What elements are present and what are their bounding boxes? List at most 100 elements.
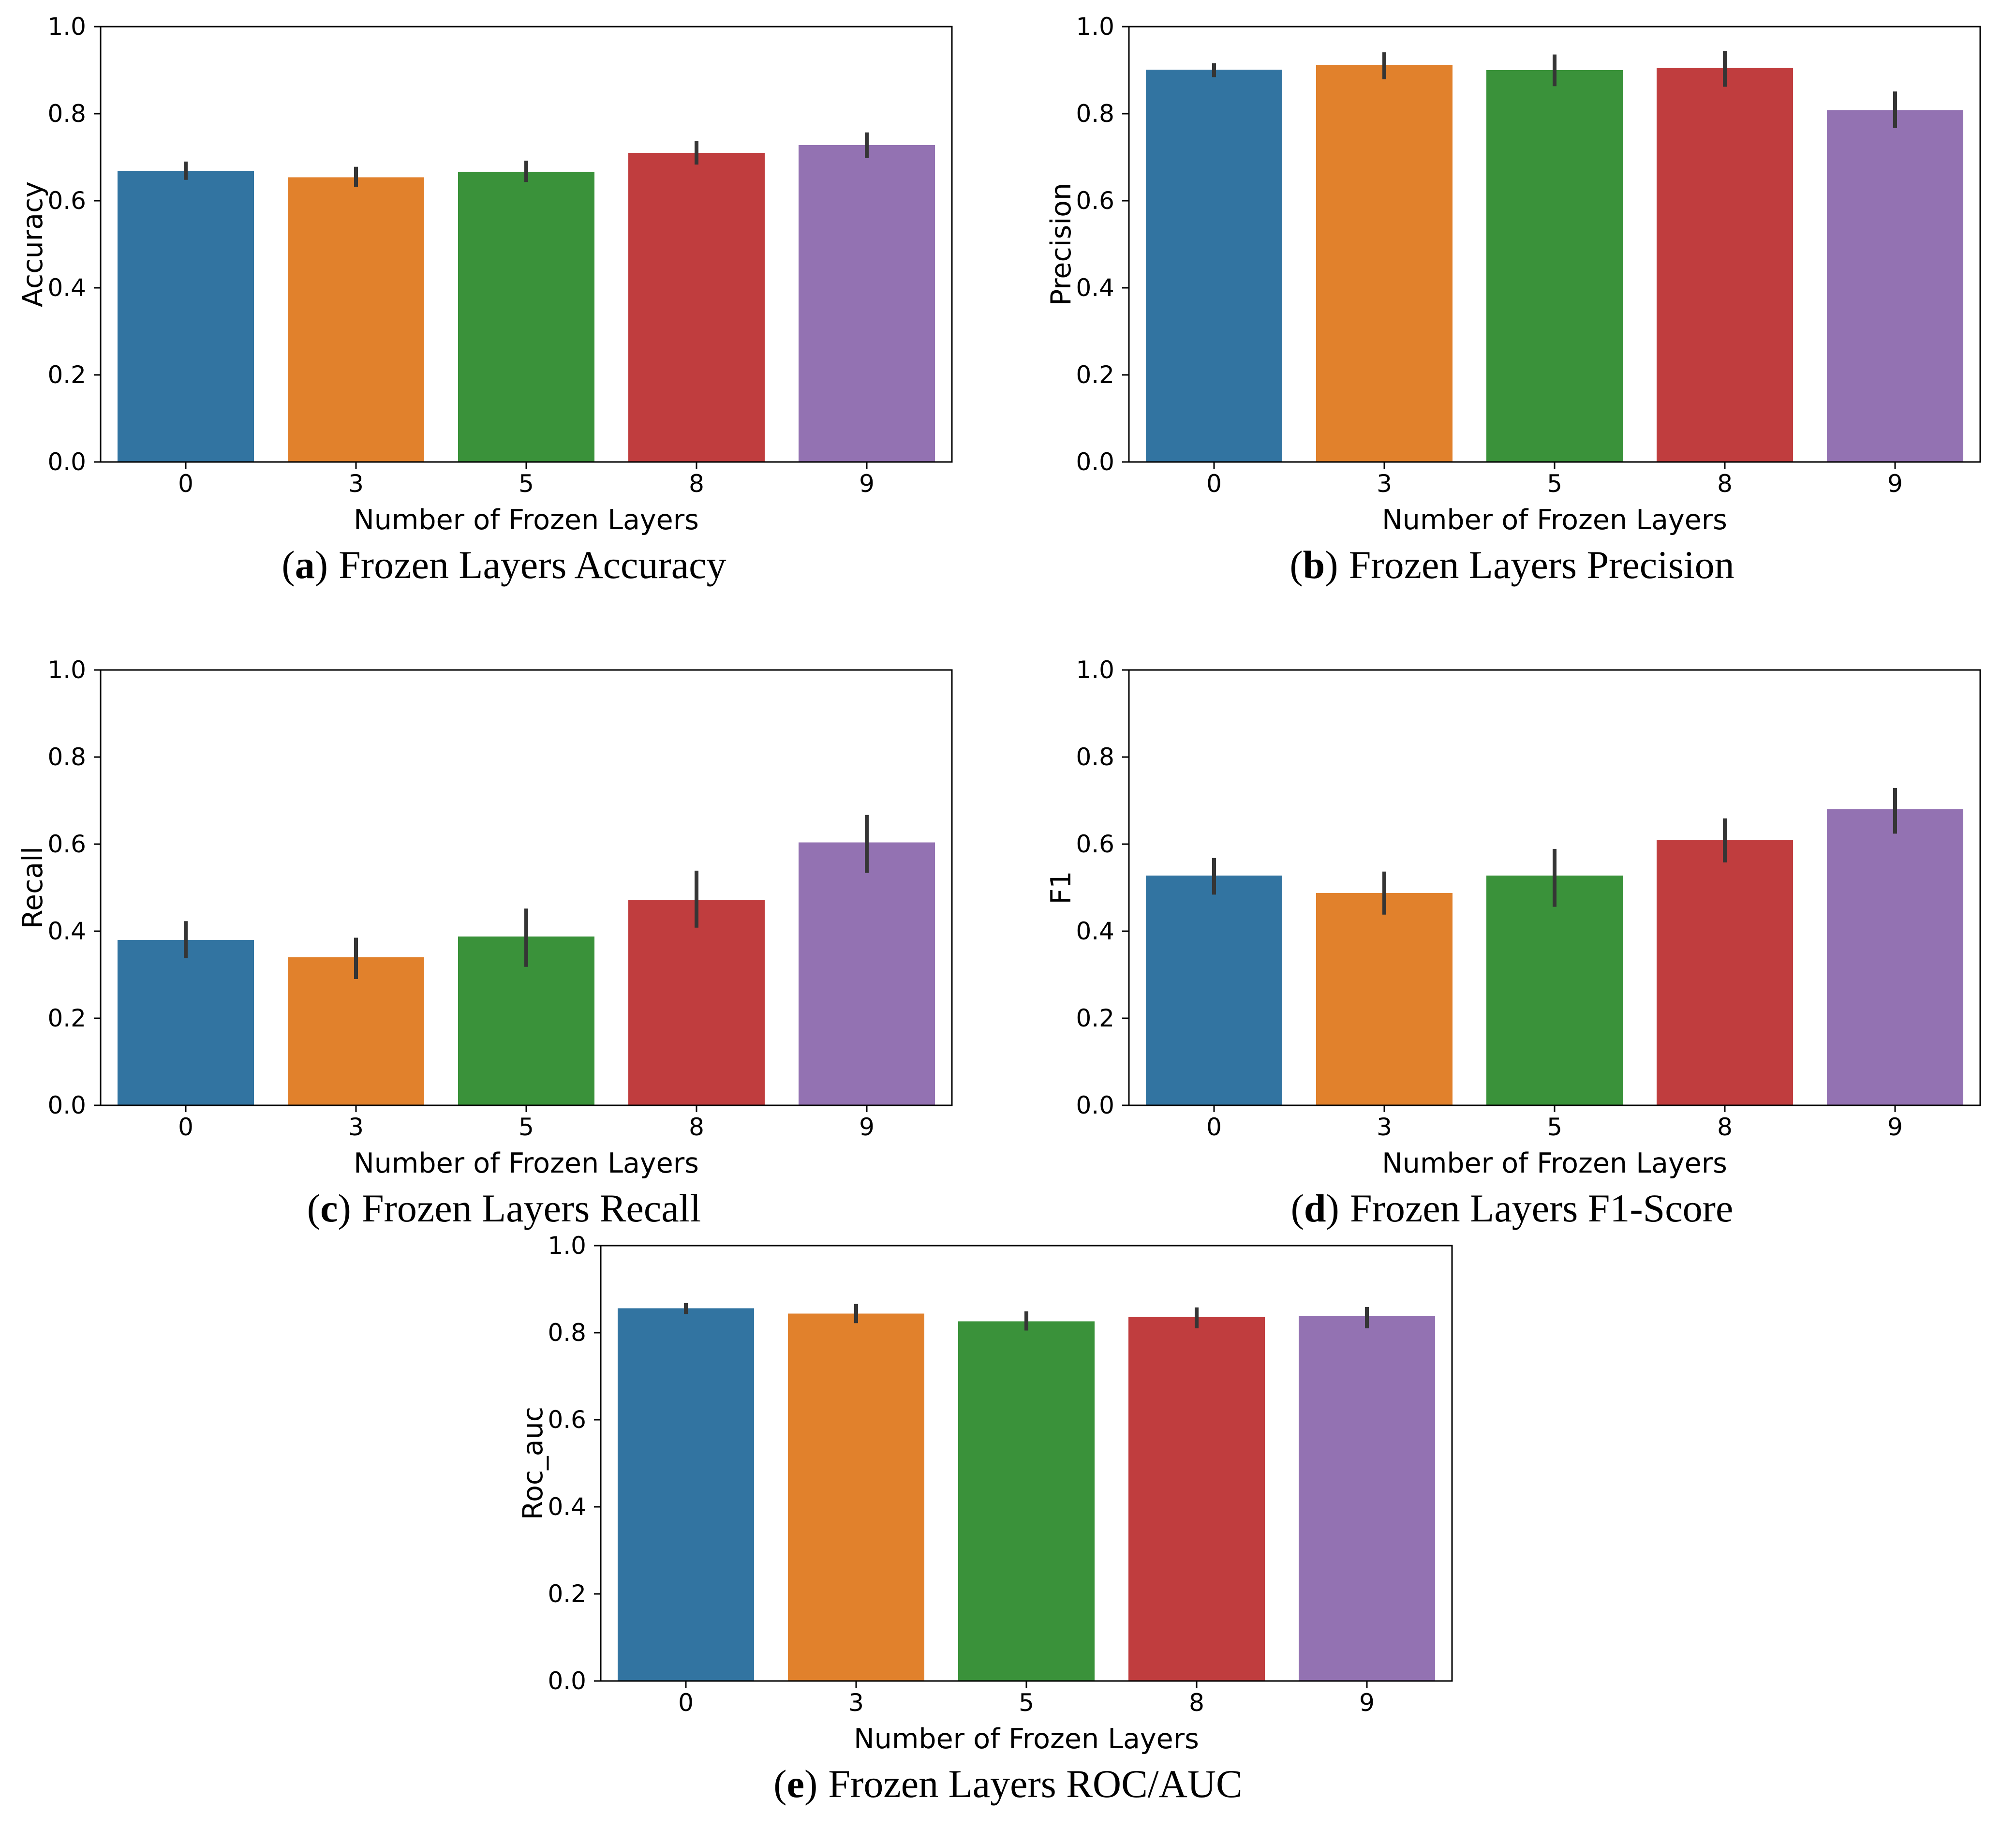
caption-b-letter: b [1303, 543, 1325, 587]
roc-auc-chart-svg: 0.0 0.2 0.4 0.6 0.8 1.0 0 3 5 8 9 Number of Frozen … [517, 1232, 1453, 1755]
x-tick-label-9: 9 [859, 470, 875, 498]
x-tick-label-8: 8 [689, 1113, 704, 1141]
y-tick-label-0.0: 0.0 [1076, 448, 1114, 476]
y-tick-label-1.0: 1.0 [47, 656, 86, 684]
y-axis-label: F1 [1045, 871, 1077, 904]
recall-chart-svg: 0.0 0.2 0.4 0.6 0.8 1.0 0 3 5 8 9 Number of Frozen … [17, 656, 953, 1179]
bar-8 [1128, 1317, 1265, 1681]
y-tick-label-0.4: 0.4 [548, 1493, 586, 1521]
x-axis-label: Number of Frozen Layers [1382, 1147, 1727, 1179]
bar-3 [788, 1313, 924, 1681]
bar-0 [1146, 70, 1282, 462]
x-tick-label-0: 0 [1206, 470, 1222, 498]
bar-5 [1486, 875, 1623, 1105]
x-tick-label-5: 5 [519, 470, 534, 498]
y-tick-label-1.0: 1.0 [548, 1232, 586, 1260]
y-tick-label-0.0: 0.0 [548, 1667, 586, 1695]
bar-3 [288, 177, 424, 462]
caption-a-title: Frozen Layers Accuracy [339, 543, 726, 587]
x-tick-label-3: 3 [1377, 1113, 1392, 1141]
y-axis-label: Precision [1045, 183, 1077, 306]
bar-9 [1827, 110, 1963, 462]
y-tick-label-0.8: 0.8 [1076, 743, 1114, 771]
precision-bar-chart: 0.0 0.2 0.4 0.6 0.8 1.0 0 3 5 8 9 Number of Frozen … [1008, 0, 2016, 537]
y-tick-label-0.0: 0.0 [1076, 1091, 1114, 1119]
caption-a-close-paren: ) [314, 543, 328, 587]
caption-d-title: Frozen Layers F1-Score [1349, 1186, 1734, 1230]
caption-b-close-paren: ) [1325, 543, 1338, 587]
caption-a-open-paren: ( [282, 543, 295, 587]
bar-5 [958, 1321, 1095, 1681]
bar-8 [628, 153, 765, 462]
caption-c-close-paren: ) [338, 1186, 351, 1230]
y-tick-label-0.6: 0.6 [548, 1406, 586, 1434]
y-tick-label-1.0: 1.0 [1076, 13, 1114, 41]
x-tick-label-0: 0 [178, 1113, 193, 1141]
bar-0 [1146, 875, 1282, 1105]
x-tick-label-0: 0 [678, 1689, 694, 1717]
y-tick-label-0.0: 0.0 [47, 1091, 86, 1119]
x-tick-label-3: 3 [1377, 470, 1392, 498]
f1-bar-chart: 0.0 0.2 0.4 0.6 0.8 1.0 0 3 5 8 9 Number of Frozen … [1008, 643, 2016, 1180]
x-tick-label-0: 0 [1206, 1113, 1222, 1141]
bar-5 [458, 172, 594, 462]
y-tick-label-1.0: 1.0 [1076, 656, 1114, 684]
x-tick-label-9: 9 [1887, 470, 1903, 498]
y-tick-label-0.6: 0.6 [1076, 187, 1114, 215]
bar-9 [1299, 1316, 1435, 1681]
x-tick-label-5: 5 [1547, 470, 1562, 498]
f1-chart-svg: 0.0 0.2 0.4 0.6 0.8 1.0 0 3 5 8 9 Number of Frozen … [1045, 656, 1981, 1179]
accuracy-chart-svg: 0.0 0.2 0.4 0.6 0.8 1.0 0 3 5 8 9 Number of Frozen … [17, 13, 953, 536]
y-tick-label-0.8: 0.8 [47, 743, 86, 771]
y-axis-label: Recall [17, 847, 49, 929]
x-tick-label-9: 9 [859, 1113, 875, 1141]
y-tick-label-0.6: 0.6 [47, 830, 86, 858]
caption-b: (b) Frozen Layers Precision [1086, 541, 1938, 589]
x-axis-label: Number of Frozen Layers [854, 1723, 1199, 1755]
caption-c-letter: c [320, 1186, 338, 1230]
caption-b-open-paren: ( [1290, 543, 1303, 587]
bar-3 [288, 957, 424, 1105]
caption-c-open-paren: ( [307, 1186, 321, 1230]
y-tick-label-0.2: 0.2 [1076, 1004, 1114, 1032]
x-tick-label-9: 9 [1887, 1113, 1903, 1141]
bar-0 [118, 171, 254, 462]
y-axis-label: Roc_auc [517, 1407, 549, 1520]
x-tick-label-8: 8 [1189, 1689, 1204, 1717]
caption-a: (a) Frozen Layers Accuracy [78, 541, 930, 589]
y-tick-label-0.0: 0.0 [47, 448, 86, 476]
x-axis-label: Number of Frozen Layers [354, 1147, 699, 1179]
y-tick-label-0.8: 0.8 [47, 100, 86, 128]
panel-b: 0.0 0.2 0.4 0.6 0.8 1.0 0 3 5 8 9 Number of Frozen … [1008, 0, 2016, 610]
y-tick-label-0.4: 0.4 [47, 274, 86, 302]
x-tick-label-9: 9 [1359, 1689, 1375, 1717]
y-tick-label-0.4: 0.4 [1076, 274, 1114, 302]
bar-3 [1316, 892, 1453, 1105]
x-tick-label-3: 3 [348, 1113, 364, 1141]
panel-d: 0.0 0.2 0.4 0.6 0.8 1.0 0 3 5 8 9 Number of Frozen … [1008, 643, 2016, 1253]
bar-0 [618, 1308, 754, 1681]
caption-d-open-paren: ( [1290, 1186, 1304, 1230]
bar-0 [118, 940, 254, 1105]
bar-9 [1827, 809, 1963, 1105]
caption-e-letter: e [786, 1762, 804, 1806]
caption-d: (d) Frozen Layers F1-Score [1086, 1184, 1938, 1233]
x-tick-label-8: 8 [1717, 1113, 1733, 1141]
y-tick-label-0.4: 0.4 [47, 917, 86, 945]
bar-8 [1657, 840, 1793, 1105]
y-tick-label-0.2: 0.2 [47, 361, 86, 389]
x-tick-label-3: 3 [848, 1689, 864, 1717]
panel-e: 0.0 0.2 0.4 0.6 0.8 1.0 0 3 5 8 9 Number of Frozen … [504, 1219, 1512, 1829]
y-tick-label-0.2: 0.2 [47, 1004, 86, 1032]
caption-c-title: Frozen Layers Recall [361, 1186, 701, 1230]
caption-c: (c) Frozen Layers Recall [78, 1184, 930, 1233]
caption-e-title: Frozen Layers ROC/AUC [828, 1762, 1243, 1806]
bar-9 [799, 842, 935, 1105]
panel-c: 0.0 0.2 0.4 0.6 0.8 1.0 0 3 5 8 9 Number of Frozen … [0, 643, 1008, 1253]
y-tick-label-0.8: 0.8 [1076, 100, 1114, 128]
y-tick-label-0.8: 0.8 [548, 1319, 586, 1347]
caption-e-close-paren: ) [804, 1762, 818, 1806]
x-tick-label-0: 0 [178, 470, 193, 498]
y-tick-label-1.0: 1.0 [47, 13, 86, 41]
